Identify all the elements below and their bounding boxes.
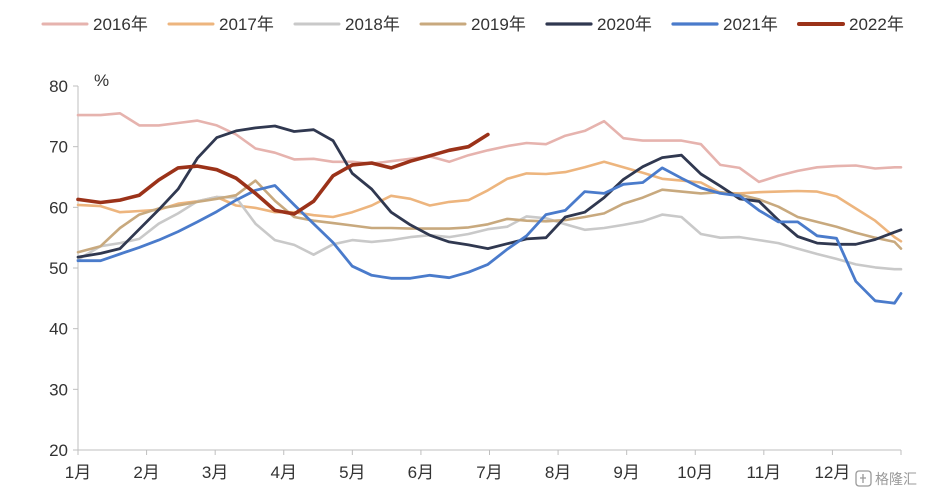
x-tick-label: 3月 xyxy=(202,463,228,482)
x-tick-label: 4月 xyxy=(271,463,297,482)
legend-label: 2018年 xyxy=(345,15,400,34)
watermark: 格隆汇 xyxy=(855,470,917,487)
x-tick-label: 1月 xyxy=(65,463,91,482)
y-tick-label: 30 xyxy=(49,380,68,399)
series-line-2016年 xyxy=(76,112,903,184)
legend-item: 2020年 xyxy=(545,15,652,34)
x-tick-label: 9月 xyxy=(613,463,639,482)
y-tick-label: 40 xyxy=(49,320,68,339)
legend-item: 2018年 xyxy=(293,15,400,34)
x-tick-label: 6月 xyxy=(408,463,434,482)
x-tick-label: 10月 xyxy=(677,463,713,482)
series-line-2019年 xyxy=(76,179,903,254)
x-tick-label: 12月 xyxy=(814,463,850,482)
x-tick-label: 8月 xyxy=(545,463,571,482)
x-tick-label: 5月 xyxy=(339,463,365,482)
watermark-logo-icon xyxy=(855,470,872,487)
legend-label: 2016年 xyxy=(93,15,148,34)
watermark-logo-mark xyxy=(860,474,866,483)
y-tick-label: 60 xyxy=(49,198,68,217)
x-tick-label: 11月 xyxy=(747,463,782,482)
y-tick-label: 70 xyxy=(49,138,68,157)
y-axis: 80 70 60 50 40 30 20 xyxy=(49,77,79,460)
legend-item: 2016年 xyxy=(41,15,148,34)
legend-item: 2017年 xyxy=(167,15,274,34)
y-tick-label: 50 xyxy=(49,259,68,278)
y-tick-label: 80 xyxy=(49,77,68,96)
legend: 2016年 2017年 2018年 2019年 2020年 2021年 2022年 xyxy=(41,15,904,34)
series-line-2021年 xyxy=(76,166,903,305)
x-axis: 1月 2月 3月 4月 5月 6月 7月 8月 9月 10月 11月 12月 xyxy=(65,449,902,482)
plot-area xyxy=(76,112,903,305)
watermark-text: 格隆汇 xyxy=(875,471,917,487)
x-tick-label: 2月 xyxy=(133,463,159,482)
x-tick-label: 7月 xyxy=(476,463,502,482)
legend-label: 2019年 xyxy=(471,15,526,34)
legend-item: 2021年 xyxy=(671,15,778,34)
series-line-2022年 xyxy=(76,132,490,216)
series-line-2018年 xyxy=(76,195,903,271)
series-line-2020年 xyxy=(76,124,903,259)
legend-label: 2017年 xyxy=(219,15,274,34)
legend-label: 2022年 xyxy=(849,15,904,34)
y-axis-unit-label: % xyxy=(94,71,109,90)
legend-label: 2020年 xyxy=(597,15,652,34)
y-tick-label: 20 xyxy=(49,441,68,460)
legend-item: 2019年 xyxy=(419,15,526,34)
legend-item: 2022年 xyxy=(797,15,904,34)
legend-label: 2021年 xyxy=(723,15,778,34)
